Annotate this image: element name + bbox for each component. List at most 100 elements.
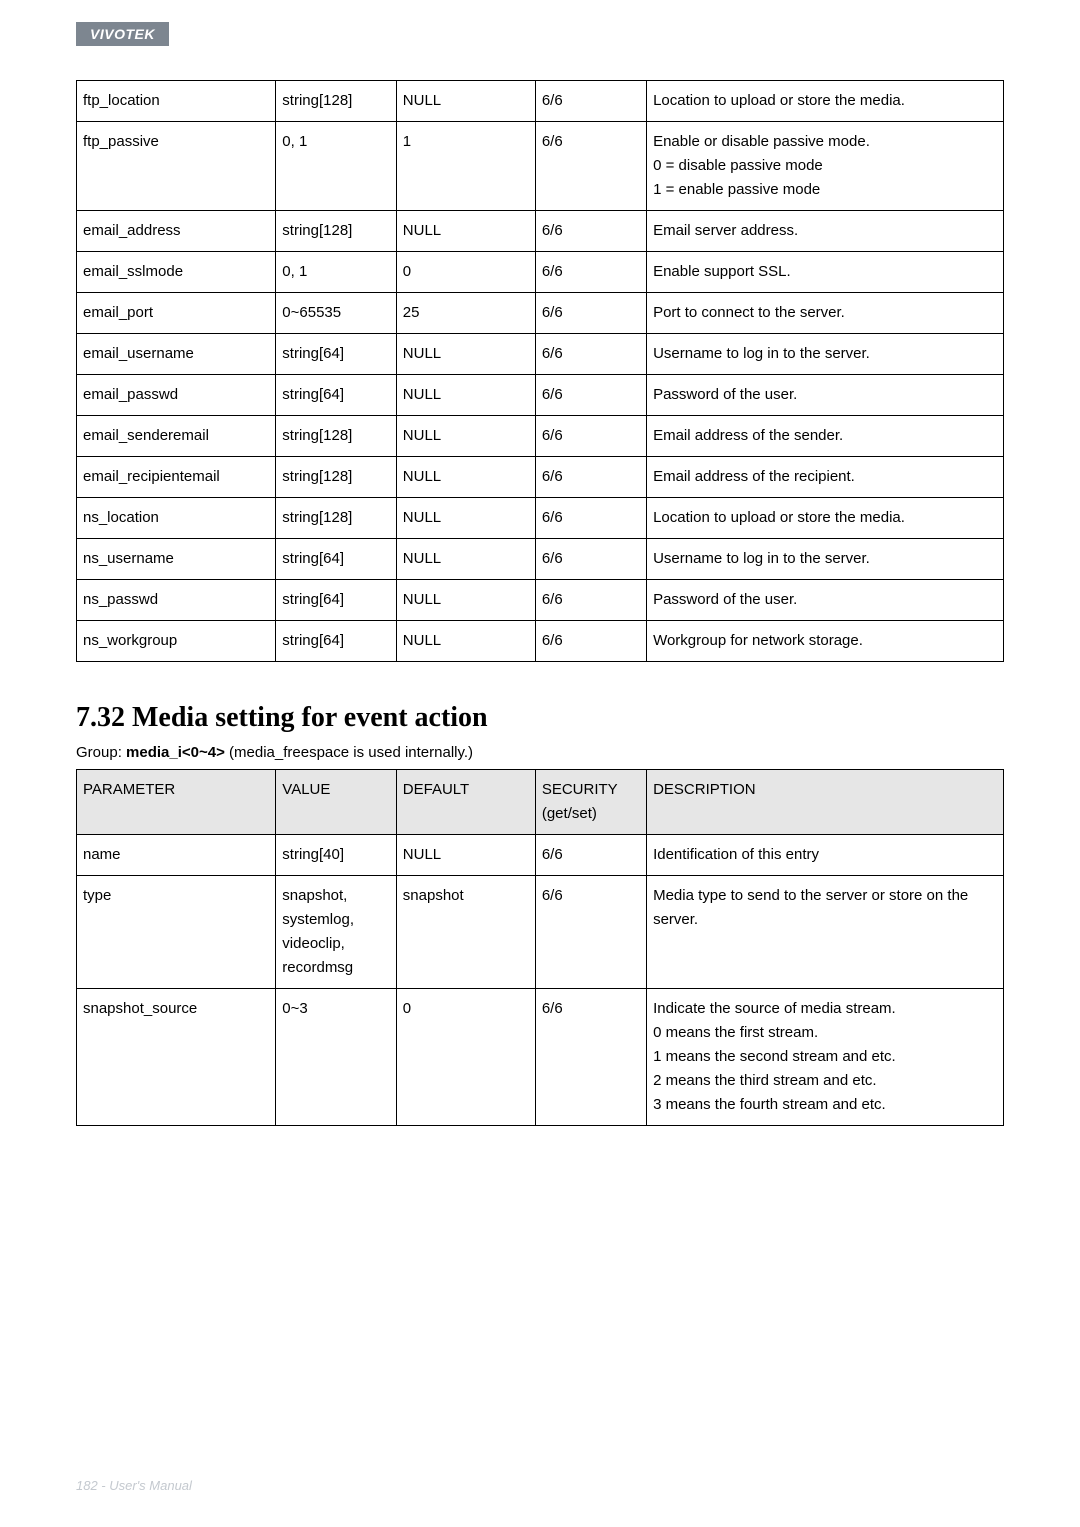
cell-param: email_recipientemail [77,457,276,498]
cell-value: 0~3 [276,989,397,1126]
parameters-table-2: PARAMETER VALUE DEFAULT SECURITY (get/se… [76,769,1004,1126]
cell-value: 0, 1 [276,252,397,293]
cell-desc: Password of the user. [647,375,1004,416]
cell-param: ns_workgroup [77,621,276,662]
cell-desc: Email address of the recipient. [647,457,1004,498]
cell-param: email_port [77,293,276,334]
cell-value: string[128] [276,81,397,122]
table-row: email_port0~65535256/6Port to connect to… [77,293,1004,334]
col-header-default: DEFAULT [396,770,535,835]
cell-default: snapshot [396,876,535,989]
cell-default: NULL [396,334,535,375]
cell-default: NULL [396,211,535,252]
cell-security: 6/6 [535,580,646,621]
cell-desc: Location to upload or store the media. [647,81,1004,122]
table-row: namestring[40]NULL6/6Identification of t… [77,835,1004,876]
cell-security: 6/6 [535,375,646,416]
cell-default: NULL [396,539,535,580]
cell-default: NULL [396,621,535,662]
cell-param: snapshot_source [77,989,276,1126]
cell-desc: Port to connect to the server. [647,293,1004,334]
group-prefix: Group: [76,744,126,761]
cell-param: email_username [77,334,276,375]
cell-security: 6/6 [535,211,646,252]
cell-desc: Username to log in to the server. [647,334,1004,375]
cell-param: ns_username [77,539,276,580]
cell-security: 6/6 [535,835,646,876]
cell-value: 0, 1 [276,122,397,211]
col-header-description: DESCRIPTION [647,770,1004,835]
cell-default: 0 [396,989,535,1126]
cell-desc: Workgroup for network storage. [647,621,1004,662]
cell-param: email_sslmode [77,252,276,293]
table-header-row: PARAMETER VALUE DEFAULT SECURITY (get/se… [77,770,1004,835]
cell-security: 6/6 [535,539,646,580]
cell-default: 25 [396,293,535,334]
cell-param: name [77,835,276,876]
cell-param: ftp_passive [77,122,276,211]
cell-value: string[64] [276,539,397,580]
cell-security: 6/6 [535,252,646,293]
cell-desc: Enable support SSL. [647,252,1004,293]
table-row: email_addressstring[128]NULL6/6Email ser… [77,211,1004,252]
cell-param: ns_passwd [77,580,276,621]
table-row: ftp_locationstring[128]NULL6/6Location t… [77,81,1004,122]
table-row: email_sslmode0, 106/6Enable support SSL. [77,252,1004,293]
table-row: ns_locationstring[128]NULL6/6Location to… [77,498,1004,539]
table-row: email_usernamestring[64]NULL6/6Username … [77,334,1004,375]
cell-desc: Password of the user. [647,580,1004,621]
cell-value: string[40] [276,835,397,876]
cell-default: NULL [396,416,535,457]
cell-param: type [77,876,276,989]
cell-security: 6/6 [535,876,646,989]
table-row: ns_usernamestring[64]NULL6/6Username to … [77,539,1004,580]
table-row: email_passwdstring[64]NULL6/6Password of… [77,375,1004,416]
cell-value: string[128] [276,416,397,457]
cell-default: NULL [396,457,535,498]
cell-desc: Identification of this entry [647,835,1004,876]
group-name: media_i<0~4> [126,744,225,761]
col-header-parameter: PARAMETER [77,770,276,835]
cell-value: string[64] [276,334,397,375]
cell-security: 6/6 [535,498,646,539]
col-header-security: SECURITY (get/set) [535,770,646,835]
cell-default: 0 [396,252,535,293]
cell-desc: Enable or disable passive mode. 0 = disa… [647,122,1004,211]
cell-param: email_senderemail [77,416,276,457]
cell-security: 6/6 [535,334,646,375]
cell-default: NULL [396,835,535,876]
group-suffix: (media_freespace is used internally.) [225,744,473,761]
cell-default: NULL [396,580,535,621]
page-header: VIVOTEK [0,0,1080,50]
group-line: Group: media_i<0~4> (media_freespace is … [76,744,1004,761]
cell-default: NULL [396,498,535,539]
cell-security: 6/6 [535,989,646,1126]
cell-desc: Username to log in to the server. [647,539,1004,580]
cell-value: string[64] [276,621,397,662]
parameters-table-1: ftp_locationstring[128]NULL6/6Location t… [76,80,1004,662]
cell-security: 6/6 [535,81,646,122]
table-row: snapshot_source0~306/6Indicate the sourc… [77,989,1004,1126]
cell-value: string[128] [276,498,397,539]
table-row: ftp_passive0, 116/6Enable or disable pas… [77,122,1004,211]
table-row: ns_workgroupstring[64]NULL6/6Workgroup f… [77,621,1004,662]
col-header-value: VALUE [276,770,397,835]
cell-param: email_address [77,211,276,252]
cell-security: 6/6 [535,621,646,662]
cell-value: string[128] [276,211,397,252]
cell-param: ftp_location [77,81,276,122]
cell-value: snapshot, systemlog, videoclip, recordms… [276,876,397,989]
table-row: email_recipientemailstring[128]NULL6/6Em… [77,457,1004,498]
cell-default: NULL [396,375,535,416]
cell-desc: Indicate the source of media stream. 0 m… [647,989,1004,1126]
cell-param: ns_location [77,498,276,539]
cell-param: email_passwd [77,375,276,416]
cell-value: string[64] [276,375,397,416]
cell-desc: Media type to send to the server or stor… [647,876,1004,989]
cell-security: 6/6 [535,457,646,498]
page-content: ftp_locationstring[128]NULL6/6Location t… [0,80,1080,1126]
cell-value: 0~65535 [276,293,397,334]
cell-value: string[64] [276,580,397,621]
cell-desc: Email address of the sender. [647,416,1004,457]
cell-default: 1 [396,122,535,211]
